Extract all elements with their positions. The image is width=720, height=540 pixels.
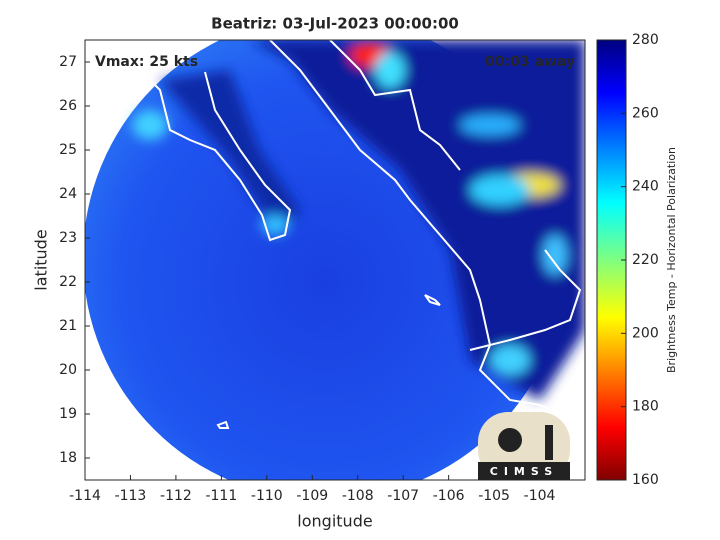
x-tick-label: -114 <box>69 488 101 504</box>
y-tick-label: 26 <box>59 98 77 114</box>
x-tick-label: -112 <box>160 488 192 504</box>
y-tick-label: 20 <box>59 362 77 378</box>
x-tick-label: -107 <box>387 488 419 504</box>
colorbar-tick-label: 280 <box>632 32 659 48</box>
x-tick-label: -105 <box>478 488 510 504</box>
y-tick-label: 23 <box>59 230 77 246</box>
annotation: Vmax: 25 kts <box>95 54 198 70</box>
title: Beatriz: 03-Jul-2023 00:00:00 <box>211 15 459 33</box>
y-tick-label: 22 <box>59 274 77 290</box>
x-tick-label: -106 <box>433 488 465 504</box>
colorbar-tick-label: 260 <box>632 105 659 121</box>
logo-text: CIMSS <box>490 465 558 478</box>
colorbar-tick-label: 240 <box>632 179 659 195</box>
y-tick-label: 21 <box>59 318 77 334</box>
x-tick-label: -113 <box>115 488 147 504</box>
x-tick-label: -104 <box>524 488 556 504</box>
x-tick-label: -111 <box>205 488 237 504</box>
colorbar-tick-label: 180 <box>632 399 659 415</box>
y-tick-label: 27 <box>59 54 77 70</box>
swath <box>85 40 585 480</box>
y-tick-label: 18 <box>59 450 77 466</box>
y-tick-label: 25 <box>59 142 77 158</box>
colorbar-label: Brightness Temp - Horizontal Polarizatio… <box>665 147 678 373</box>
y-tick-label: 24 <box>59 186 77 202</box>
colorbar-tick-label: 160 <box>632 472 659 488</box>
logo: CIMSS <box>478 412 570 480</box>
annotation: 00:03 away <box>485 54 575 70</box>
x-tick-label: -109 <box>296 488 328 504</box>
plot-frame <box>84 39 586 481</box>
x-tick-label: -108 <box>342 488 374 504</box>
colorbar-tick-label: 220 <box>632 252 659 268</box>
colorbar-tick-label: 200 <box>632 325 659 341</box>
x-tick-label: -110 <box>251 488 283 504</box>
x-axis-label: longitude <box>297 512 372 531</box>
y-axis-label: latitude <box>32 229 51 290</box>
y-tick-label: 19 <box>59 406 77 422</box>
